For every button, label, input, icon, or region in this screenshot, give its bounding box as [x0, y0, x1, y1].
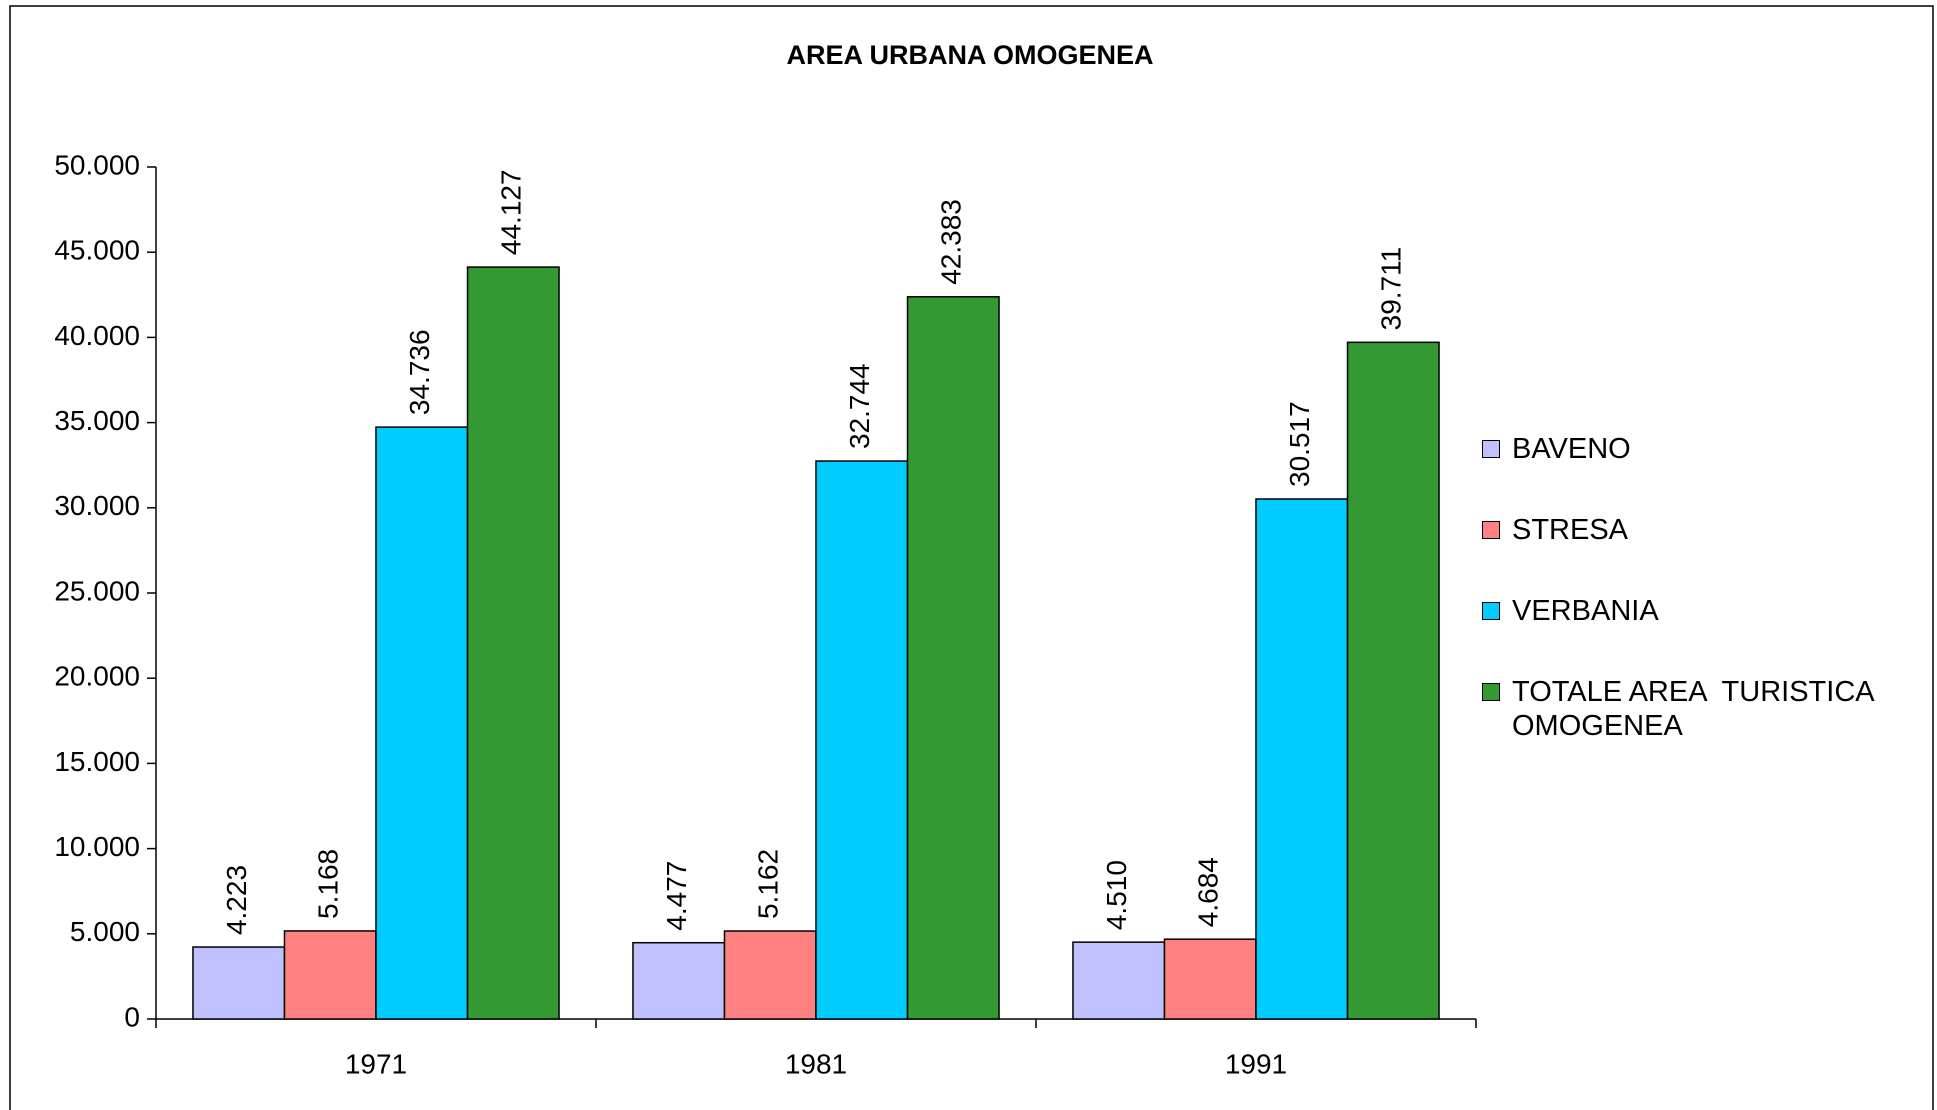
y-tick-label: 10.000	[54, 831, 140, 862]
y-tick-label: 15.000	[54, 746, 140, 777]
y-tick-label: 30.000	[54, 490, 140, 521]
bar	[466, 266, 560, 1020]
legend-entry: TOTALE AREA TURISTICA OMOGENEA	[1482, 675, 1922, 743]
value-label: 34.736	[404, 329, 435, 415]
value-label: 5.162	[753, 849, 784, 919]
value-label: 44.127	[496, 169, 527, 255]
chart-title: AREA URBANA OMOGENEA	[786, 40, 1153, 70]
bar	[375, 426, 469, 1020]
y-tick-label: 40.000	[54, 320, 140, 351]
legend-swatch	[1482, 440, 1500, 458]
bar	[1255, 498, 1349, 1020]
value-label: 32.744	[844, 363, 875, 449]
bar	[1072, 941, 1166, 1020]
value-label: 4.223	[221, 865, 252, 935]
legend-entry: BAVENO	[1482, 432, 1922, 466]
value-label: 4.684	[1193, 857, 1224, 927]
chart-frame	[9, 5, 1934, 1110]
value-label: 39.711	[1376, 247, 1407, 331]
y-tick-label: 20.000	[54, 661, 140, 692]
bar	[723, 930, 817, 1020]
legend-label: BAVENO	[1512, 433, 1631, 465]
bar	[906, 296, 1000, 1020]
legend-swatch	[1482, 521, 1500, 539]
value-label: 30.517	[1284, 401, 1315, 487]
bar	[192, 946, 286, 1020]
value-label: 42.383	[936, 199, 967, 285]
y-tick-label: 25.000	[54, 575, 140, 606]
legend-swatch	[1482, 683, 1500, 701]
x-tick-label: 1991	[1225, 1048, 1287, 1079]
legend-label: STRESA	[1512, 514, 1629, 546]
x-tick-label: 1971	[345, 1048, 407, 1079]
value-label: 4.510	[1101, 860, 1132, 930]
bar	[283, 930, 377, 1020]
bar	[815, 460, 909, 1020]
x-tick-label: 1981	[785, 1048, 847, 1079]
legend-label: VERBANIA	[1512, 595, 1659, 627]
y-tick-label: 5.000	[70, 916, 140, 947]
bar	[632, 941, 726, 1020]
value-label: 5.168	[313, 849, 344, 919]
legend-swatch	[1482, 602, 1500, 620]
y-tick-label: 45.000	[54, 235, 140, 266]
legend: BAVENO STRESA VERBANIA TOTALE AREA TURISTIC…	[1482, 432, 1922, 790]
legend-entry: STRESA	[1482, 513, 1922, 547]
bar	[1163, 938, 1257, 1020]
y-tick-label: 35.000	[54, 405, 140, 436]
value-label: 4.477	[661, 861, 692, 931]
bar	[1346, 341, 1440, 1020]
y-tick-label: 0	[124, 1001, 140, 1032]
y-tick-label: 50.000	[54, 149, 140, 180]
legend-label: TOTALE AREA TURISTICA OMOGENEA	[1512, 676, 1882, 742]
legend-entry: VERBANIA	[1482, 594, 1922, 628]
